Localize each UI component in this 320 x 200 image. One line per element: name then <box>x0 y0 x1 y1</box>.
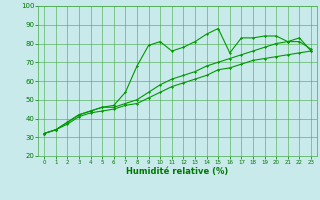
X-axis label: Humidité relative (%): Humidité relative (%) <box>126 167 229 176</box>
